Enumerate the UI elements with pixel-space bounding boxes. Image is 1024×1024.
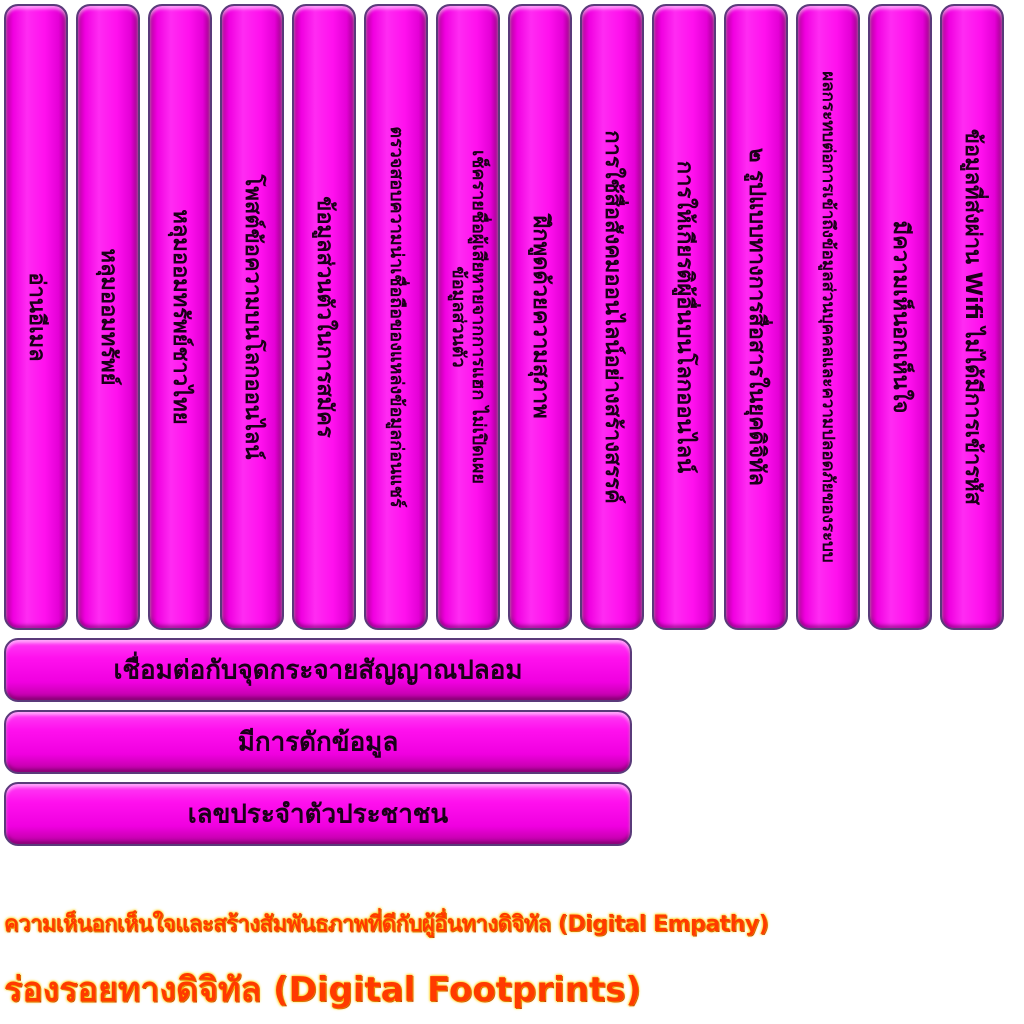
- answer-card-11-label: ๒ รูปแบบทางการสื่อสารในยุคดิจิทัล: [744, 148, 769, 486]
- answer-card-3-label: หลุมออมทรัพย์ชาวไทย: [168, 209, 193, 425]
- answer-card-10[interactable]: การให้เกียรติผู้อื่นบนโลกออนไลน์: [652, 4, 716, 630]
- answer-card-5-label: ข้อมูลส่วนตัวในการสมัคร: [312, 196, 337, 438]
- category-digital-empathy[interactable]: ความเห็นอกเห็นใจและสร้างสัมพันธภาพที่ดีก…: [4, 912, 769, 937]
- answer-card-9-label: การใช้สื่อสังคมออนไลน์อย่างสร้างสรรค์: [600, 130, 625, 504]
- answer-card-11[interactable]: ๒ รูปแบบทางการสื่อสารในยุคดิจิทัล: [724, 4, 788, 630]
- answer-card-1-label: อ่านอีเมล: [24, 272, 49, 362]
- answer-card-7[interactable]: เช็ครายชื่อผู้เสียหายจากการแฮก ไม่เปิดเผ…: [436, 4, 500, 630]
- answer-card-4[interactable]: โพสต์ข้อความบนโลกออนไลน์: [220, 4, 284, 630]
- answer-card-9[interactable]: การใช้สื่อสังคมออนไลน์อย่างสร้างสรรค์: [580, 4, 644, 630]
- answer-card-14-label: ข้อมูลที่ส่งผ่าน Wifi ไม่ได้มีการเข้ารหั…: [960, 128, 985, 506]
- answer-card-16-label: มีการดักข้อมูล: [237, 727, 399, 758]
- answer-card-15-label: เชื่อมต่อกับจุดกระจายสัญญาณปลอม: [113, 655, 523, 686]
- answer-card-8-label: ฝึกพูดด้วยความสุภาพ: [528, 215, 553, 419]
- answer-card-5[interactable]: ข้อมูลส่วนตัวในการสมัคร: [292, 4, 356, 630]
- answer-card-6[interactable]: ตรวจสอบความน่าเชื่อถือของแหล่งข้อมูลก่อน…: [364, 4, 428, 630]
- answer-card-15[interactable]: เชื่อมต่อกับจุดกระจายสัญญาณปลอม: [4, 638, 632, 702]
- answer-card-13[interactable]: มีความเห็นอกเห็นใจ: [868, 4, 932, 630]
- answer-card-7-label: เช็ครายชื่อผู้เสียหายจากการแฮก ไม่เปิดเผ…: [448, 150, 489, 484]
- answer-card-16[interactable]: มีการดักข้อมูล: [4, 710, 632, 774]
- answer-card-17[interactable]: เลขประจำตัวประชาชน: [4, 782, 632, 846]
- answer-card-6-label: ตรวจสอบความน่าเชื่อถือของแหล่งข้อมูลก่อน…: [386, 126, 407, 508]
- answer-card-10-label: การให้เกียรติผู้อื่นบนโลกออนไลน์: [672, 160, 697, 474]
- answer-card-4-label: โพสต์ข้อความบนโลกออนไลน์: [240, 174, 265, 460]
- answer-card-3[interactable]: หลุมออมทรัพย์ชาวไทย: [148, 4, 212, 630]
- answer-card-17-label: เลขประจำตัวประชาชน: [187, 799, 449, 830]
- answer-card-8[interactable]: ฝึกพูดด้วยความสุภาพ: [508, 4, 572, 630]
- answer-card-13-label: มีความเห็นอกเห็นใจ: [888, 220, 913, 414]
- answer-card-2-label: หลุมออมทรัพย์: [96, 248, 121, 386]
- answer-card-2[interactable]: หลุมออมทรัพย์: [76, 4, 140, 630]
- category-digital-footprints[interactable]: ร่องรอยทางดิจิทัล (Digital Footprints): [4, 970, 641, 1010]
- answer-card-14[interactable]: ข้อมูลที่ส่งผ่าน Wifi ไม่ได้มีการเข้ารหั…: [940, 4, 1004, 630]
- answer-card-12[interactable]: ผลกระทบต่อการเข้าถึงข้อมูลส่วนบุคคลและคว…: [796, 4, 860, 630]
- answer-card-12-label: ผลกระทบต่อการเข้าถึงข้อมูลส่วนบุคคลและคว…: [818, 71, 838, 563]
- answer-card-1[interactable]: อ่านอีเมล: [4, 4, 68, 630]
